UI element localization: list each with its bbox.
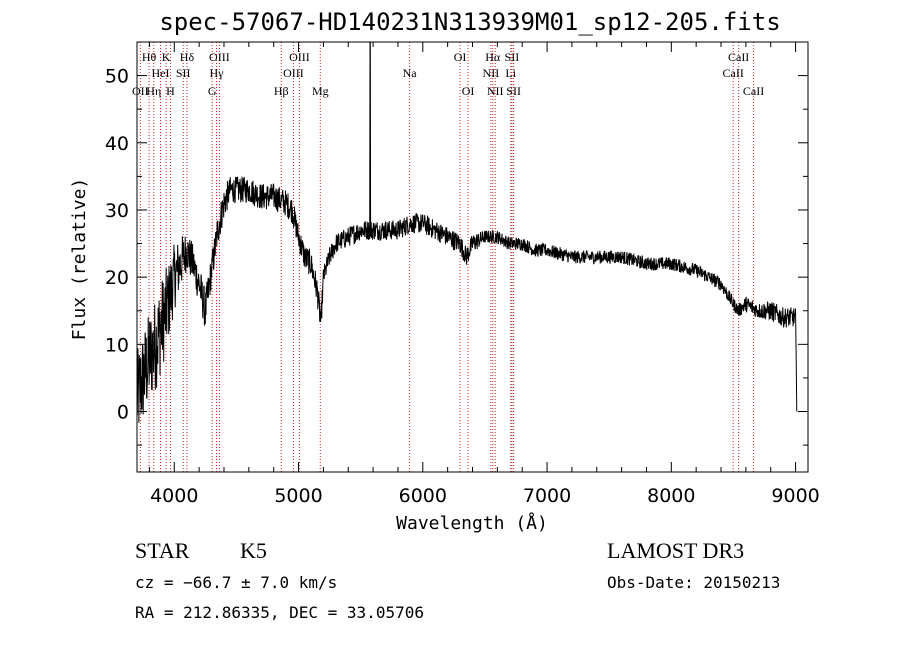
line-label: SII [176, 66, 191, 80]
chart-title: spec-57067-HD140231N313939M01_sp12-205.f… [159, 8, 781, 36]
line-label: OIII [289, 50, 310, 64]
y-tick-label: 30 [105, 200, 129, 222]
line-label: SII [506, 84, 521, 98]
x-tick-label: 7000 [523, 485, 571, 507]
line-label: CaII [728, 50, 749, 64]
line-label: Hθ [142, 50, 157, 64]
y-tick-label: 10 [105, 334, 129, 356]
y-tick-label: 40 [105, 133, 129, 155]
x-tick-label: 8000 [647, 485, 695, 507]
line-label: NII [483, 66, 500, 80]
line-label: SII [505, 50, 520, 64]
x-tick-label: 9000 [771, 485, 819, 507]
line-label: OIII [283, 66, 304, 80]
line-label: H [166, 84, 175, 98]
line-label: Hη [146, 84, 161, 98]
x-axis-label: Wavelength (Å) [396, 512, 548, 534]
x-tick-label: 5000 [274, 485, 322, 507]
line-labels: OII Hθ Hη K H HeI SII Hδ G Hγ OIII Hβ OIII OIII Mg Na OI… [132, 50, 764, 98]
line-label: CaII [743, 84, 764, 98]
line-label: OIII [209, 50, 230, 64]
y-tick-label: 0 [117, 402, 129, 424]
line-label: Hβ [274, 84, 289, 98]
y-tick-label: 20 [105, 267, 129, 289]
y-axis-label: Flux (relative) [69, 178, 90, 341]
redshift-velocity: cz = −66.7 ± 7.0 km/s [135, 573, 338, 592]
line-label: OI [454, 50, 467, 64]
line-markers [139, 42, 755, 472]
line-label: CaII [723, 66, 744, 80]
line-label: NII [487, 84, 504, 98]
axis-ticks: 4000 5000 6000 7000 8000 9000 0 10 20 30 40 50 [105, 41, 820, 507]
observation-date: Obs-Date: 20150213 [607, 573, 781, 592]
line-label: K [162, 50, 171, 64]
line-label: Hα [485, 50, 501, 64]
line-label: Na [403, 66, 418, 80]
line-label: Hδ [180, 50, 195, 64]
survey-name: LAMOST DR3 [607, 538, 745, 563]
plot-frame [136, 41, 809, 473]
x-tick-label: 4000 [150, 485, 198, 507]
object-subclass: K5 [240, 538, 267, 563]
line-label: OI [462, 84, 475, 98]
line-label: G [208, 84, 217, 98]
spectrum-series [136, 41, 798, 423]
line-label: OII [132, 84, 149, 98]
coordinates: RA = 212.86335, DEC = 33.05706 [135, 603, 424, 622]
line-label: HeI [151, 66, 169, 80]
spectrum-line [136, 41, 798, 423]
line-label: Hγ [210, 66, 225, 80]
line-label: Li [505, 66, 516, 80]
x-tick-label: 6000 [399, 485, 447, 507]
object-class: STAR [135, 538, 190, 563]
y-tick-label: 50 [105, 66, 129, 88]
line-label: Mg [312, 84, 329, 98]
